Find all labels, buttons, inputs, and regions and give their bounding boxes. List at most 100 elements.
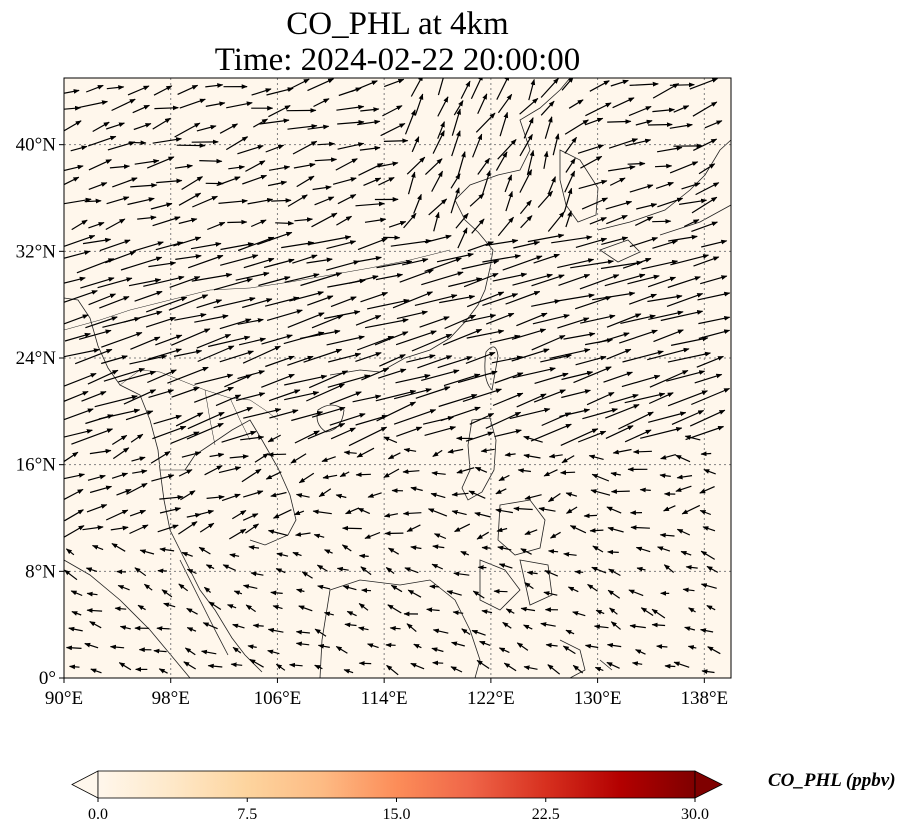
wind-arrow	[477, 93, 488, 114]
wind-arrow	[461, 259, 500, 270]
wind-arrow	[360, 292, 389, 303]
wind-arrow	[342, 525, 362, 531]
wind-arrow	[433, 533, 447, 540]
wind-arrow	[339, 471, 350, 478]
wind-arrow	[610, 471, 621, 477]
wind-arrow	[127, 85, 150, 96]
wind-arrow	[635, 216, 654, 226]
wind-arrow	[284, 391, 320, 401]
wind-arrow	[693, 256, 720, 267]
wind-arrow	[432, 660, 444, 666]
wind-arrow	[496, 527, 508, 533]
wind-arrow	[664, 663, 676, 669]
wind-arrow	[657, 546, 671, 552]
wind-arrow	[406, 354, 436, 363]
wind-arrow	[647, 276, 677, 288]
wind-arrow	[269, 409, 299, 419]
wind-arrow	[648, 392, 674, 405]
wind-arrow	[622, 350, 664, 363]
wind-arrow	[468, 490, 486, 499]
wind-arrow	[700, 275, 728, 285]
wind-arrow	[208, 335, 251, 348]
wind-arrow	[99, 296, 130, 309]
wind-arrow	[336, 104, 365, 111]
wind-arrow	[393, 409, 437, 425]
wind-arrow	[118, 662, 132, 671]
wind-arrow	[323, 611, 334, 617]
wind-arrow	[493, 589, 508, 594]
wind-arrow	[303, 348, 343, 363]
wind-arrow	[317, 141, 336, 147]
wind-arrow	[174, 312, 207, 321]
wind-arrow	[523, 453, 541, 459]
wind-arrow	[603, 371, 633, 383]
wind-arrow	[436, 252, 474, 263]
wind-arrow	[673, 105, 690, 113]
wind-arrow	[460, 80, 471, 99]
wind-arrow	[341, 544, 352, 552]
wind-arrow	[639, 487, 651, 493]
wind-arrow	[691, 221, 718, 232]
wind-arrow	[361, 367, 390, 381]
wind-arrow	[532, 314, 570, 325]
wind-arrow	[457, 227, 468, 249]
wind-arrow	[591, 473, 610, 482]
wind-arrow	[243, 490, 264, 498]
wind-arrow	[245, 160, 266, 172]
wind-arrow	[265, 144, 285, 153]
wind-arrow	[289, 662, 303, 668]
wind-arrow	[226, 101, 253, 109]
wind-arrow	[196, 299, 223, 309]
wind-arrow	[242, 513, 259, 521]
wind-arrow	[267, 649, 280, 655]
wind-arrow	[81, 391, 107, 402]
wind-arrow	[219, 318, 252, 330]
wind-arrow	[271, 198, 292, 203]
wind-arrow	[307, 124, 330, 130]
wind-arrow	[173, 349, 203, 357]
colorbar: 0.0 7.5 15.0 22.5 30.0	[71, 770, 723, 823]
wind-arrow	[406, 156, 426, 175]
wind-arrow	[496, 78, 510, 100]
wind-arrow	[699, 509, 712, 516]
wind-arrow	[153, 85, 173, 96]
wind-arrow	[227, 219, 248, 225]
wind-arrow	[447, 448, 464, 454]
wind-arrow	[307, 235, 352, 246]
wind-arrow	[675, 454, 691, 463]
wind-arrow	[335, 158, 358, 171]
wind-arrow	[321, 456, 336, 462]
wind-arrow	[402, 511, 422, 516]
wind-arrow	[88, 135, 117, 147]
wind-arrow	[80, 277, 115, 289]
wind-arrow	[647, 294, 683, 303]
wind-arrow	[130, 336, 161, 350]
wind-arrow	[547, 664, 561, 675]
wind-arrow	[457, 370, 498, 384]
wind-arrow	[258, 276, 291, 287]
wind-arrow	[538, 506, 556, 512]
wind-arrow	[232, 623, 245, 629]
latitude-axis: 0° 8°N 16°N 24°N 32°N 40°N	[16, 135, 64, 689]
wind-arrow	[588, 454, 604, 460]
wind-arrow	[406, 524, 421, 533]
wind-arrow	[635, 649, 646, 655]
wind-arrow	[554, 293, 595, 303]
wind-arrow	[114, 606, 127, 612]
wind-arrow	[187, 411, 225, 430]
wind-arrow	[316, 564, 328, 572]
wind-arrow	[492, 272, 528, 282]
wind-arrow	[695, 182, 720, 196]
wind-arrow	[700, 628, 714, 633]
wind-arrow	[577, 144, 605, 154]
wind-arrow	[652, 239, 679, 249]
wind-arrow	[240, 435, 265, 441]
wind-arrow	[109, 644, 125, 650]
wind-arrow	[426, 607, 440, 613]
wind-arrow	[287, 312, 325, 328]
wind-arrow	[498, 563, 513, 569]
wind-arrow	[605, 404, 640, 419]
wind-arrow	[139, 549, 155, 555]
wind-arrow	[152, 216, 181, 227]
wind-arrow	[356, 447, 375, 458]
